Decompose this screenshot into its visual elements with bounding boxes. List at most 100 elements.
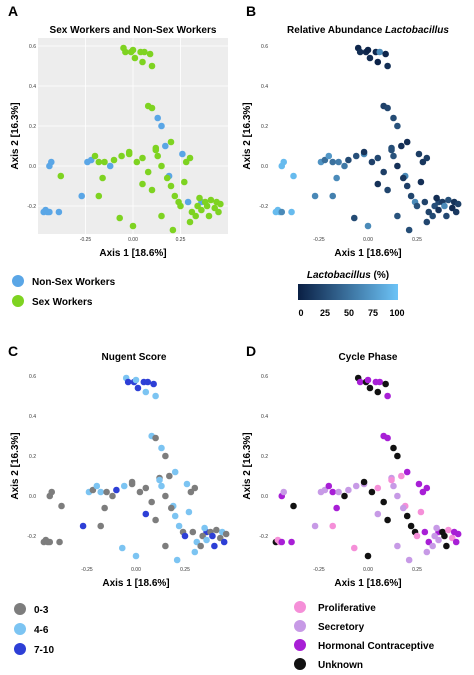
legend-label: Secretory [318,622,365,633]
data-point [376,48,384,56]
legend-swatch [294,658,306,670]
data-point [154,152,161,160]
data-point [95,192,103,200]
data-point [162,142,169,150]
data-point [433,194,440,202]
x-tick-label: -0.25 [80,237,92,243]
data-point [364,376,372,384]
data-point [146,50,154,58]
data-point [158,482,165,490]
data-point [154,114,161,122]
data-point [311,192,319,200]
y-tick-label: 0.4 [261,84,268,90]
data-point [132,552,140,560]
data-point [171,192,179,200]
y-tick-label: 0.0 [261,164,268,170]
data-point [429,212,436,220]
y-tick-label: 0.2 [29,454,36,460]
legend-a: Non-Sex Workers Sex Workers [12,275,116,308]
data-point [388,476,395,484]
data-point [382,50,389,58]
y-tick-label: 0.2 [261,124,268,130]
data-point [399,504,407,512]
data-point [213,526,220,534]
data-point [394,212,401,220]
colorbar: Lactobacillus (%) 0 25 50 75 100 [298,270,405,318]
data-point [433,524,440,532]
data-point [158,122,165,130]
data-point [46,538,54,546]
data-point [175,522,183,530]
data-point [162,542,169,550]
data-point [167,138,175,146]
x-tick-label: 0.00 [128,237,138,243]
y-axis-label: Axis 2 [16.3%] [10,432,21,499]
x-tick-label: 0.25 [176,237,186,243]
data-point [364,552,372,560]
data-point [125,148,133,156]
data-point [106,162,114,170]
panel-title-italic: Lactobacillus [385,25,449,36]
data-point [191,484,199,492]
data-point [366,54,374,62]
data-point [167,504,175,512]
data-point [423,218,431,226]
data-point [78,192,85,200]
data-point [403,512,411,520]
data-point [110,156,118,164]
colorbar-tick-label: 25 [320,308,330,318]
data-point [341,492,348,500]
data-point [352,482,360,490]
data-point [390,114,397,122]
data-point [388,146,395,154]
y-axis-label: Axis 2 [16.3%] [242,102,253,169]
data-point [55,208,63,216]
data-point [452,208,460,216]
x-tick-label: 0.25 [180,567,190,573]
data-point [171,512,179,520]
legend-label: 4-6 [34,625,49,636]
data-point [79,522,87,530]
data-point [374,484,382,492]
data-point [384,434,391,442]
data-point [142,510,150,518]
data-point [311,522,319,530]
data-point [380,168,387,176]
data-point [384,186,391,194]
data-point [350,544,358,552]
data-point [429,542,436,550]
data-point [413,532,421,540]
data-point [374,58,382,66]
data-point [278,538,286,546]
data-point [184,198,192,206]
data-point [203,202,211,210]
data-point [421,528,429,536]
data-point [93,482,101,490]
data-point [95,158,103,166]
data-point [356,378,364,386]
data-point [394,542,401,550]
data-point [196,194,203,202]
data-point [403,182,411,190]
data-point [222,530,230,538]
data-point [345,486,352,494]
data-point [364,222,372,230]
data-point [189,528,197,536]
colorbar-title: Lactobacillus (%) [307,270,389,281]
legend-label: Non-Sex Workers [32,277,116,288]
x-tick-label: -0.25 [313,567,325,573]
legend-label: Hormonal Contraceptive [318,641,435,652]
data-point [48,158,55,166]
data-point [97,488,105,496]
legend-label: 0-3 [34,605,49,616]
data-point [390,152,397,160]
data-point [156,476,163,484]
data-point [445,196,452,204]
y-tick-label: -0.2 [259,204,268,210]
data-point [423,154,431,162]
data-point [116,214,123,222]
y-tick-label: 0.6 [261,374,268,380]
data-point [152,146,160,154]
data-point [384,62,391,70]
legend-swatch [14,603,26,615]
